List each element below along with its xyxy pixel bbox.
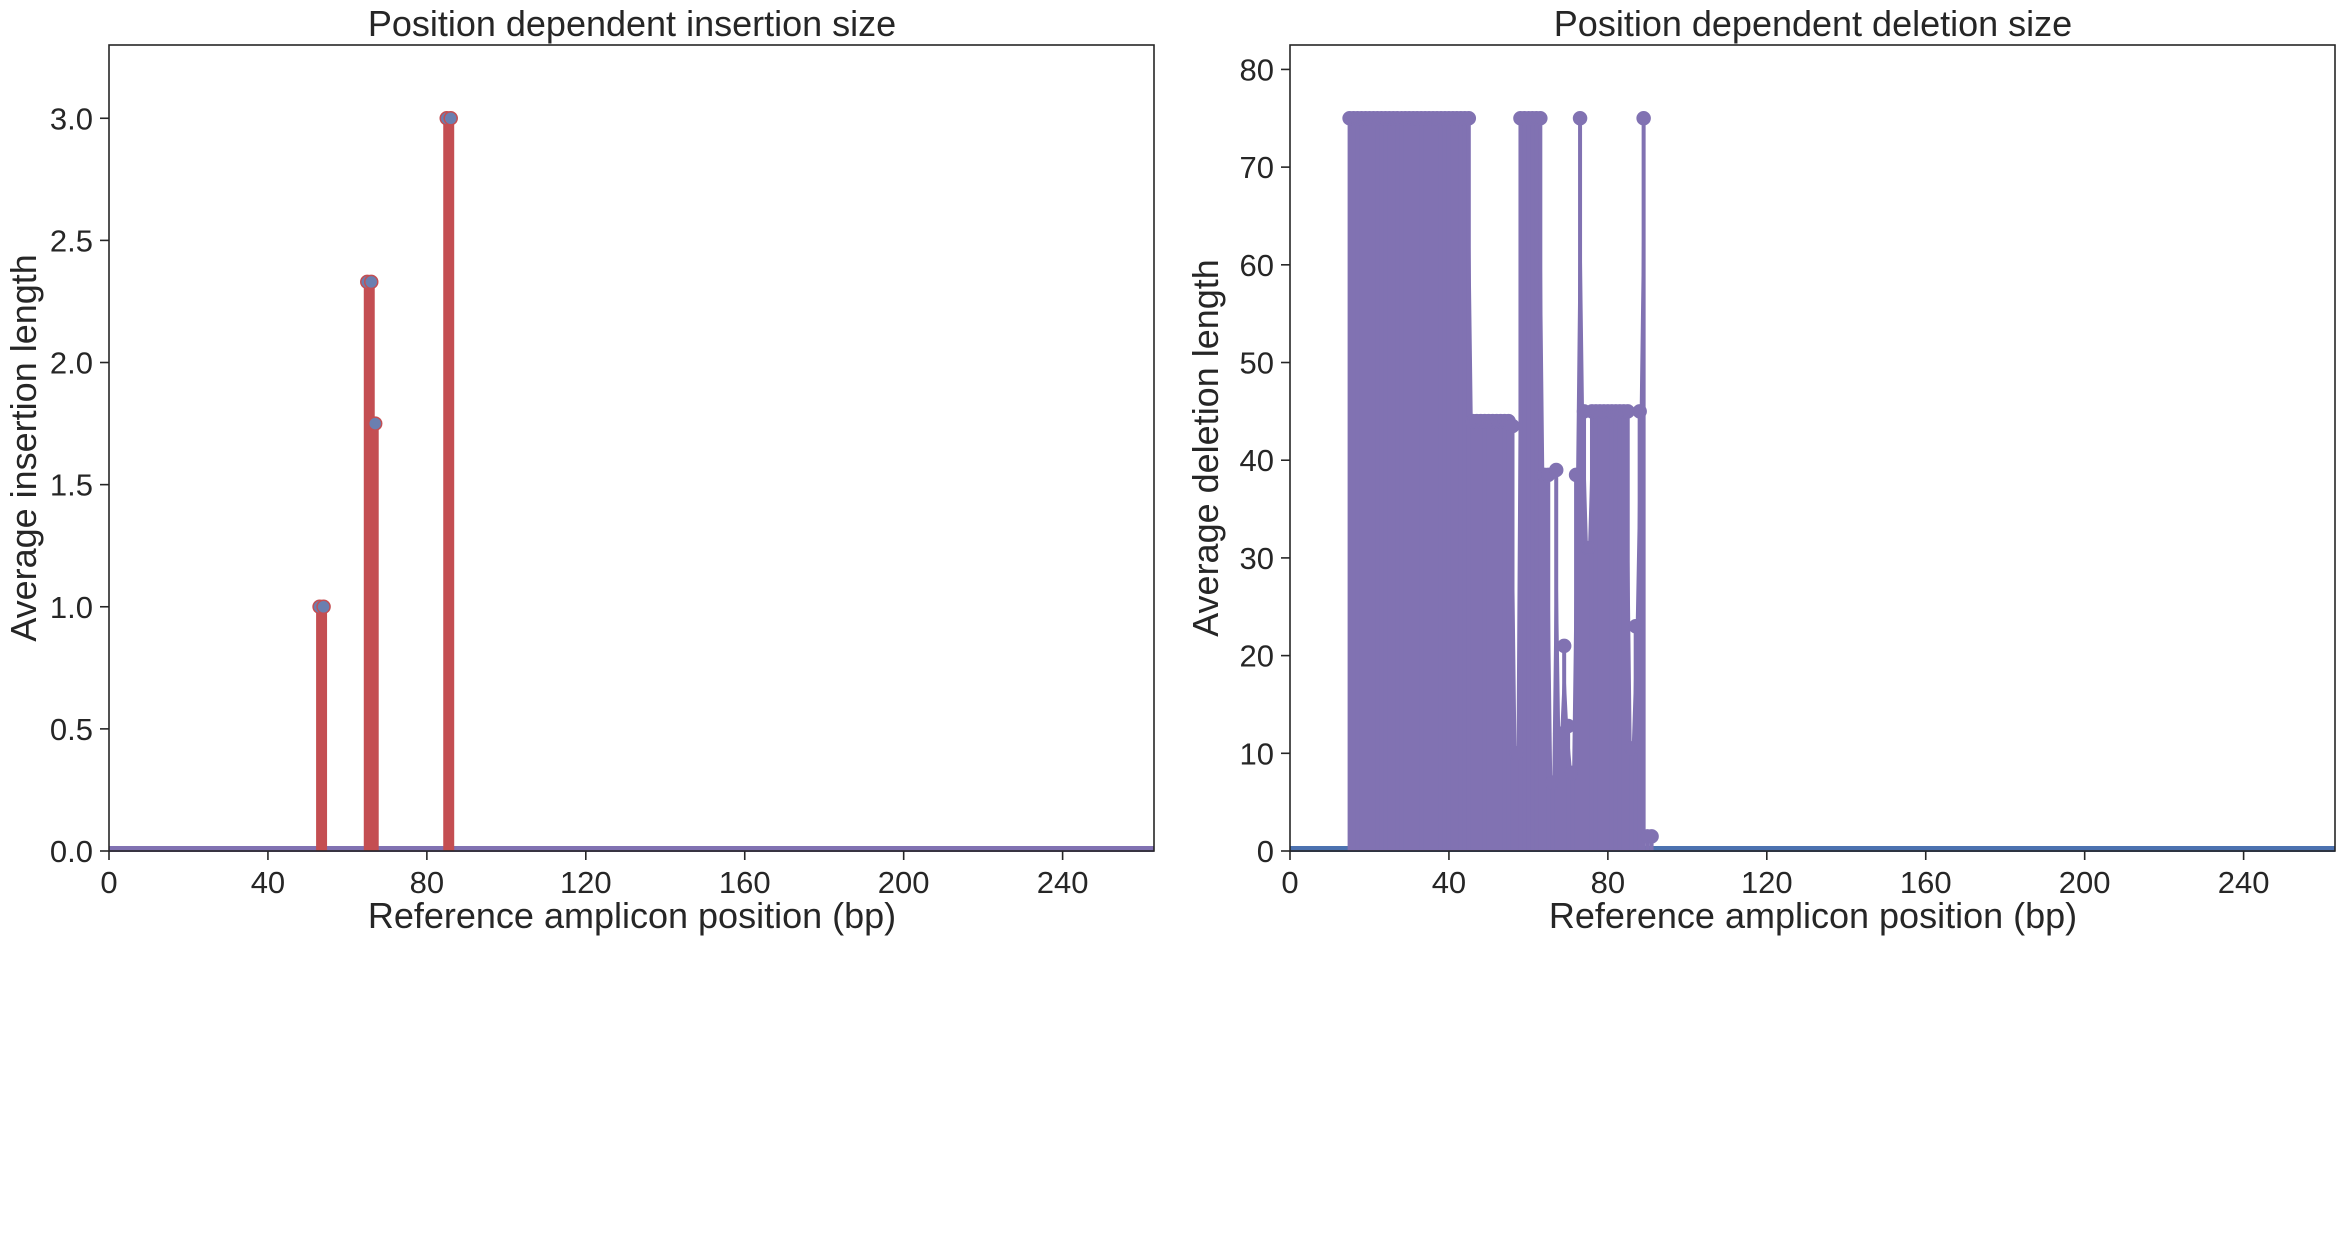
stem-marker — [443, 111, 458, 126]
stem-marker — [1632, 404, 1647, 419]
stem-marker — [1461, 111, 1477, 126]
y-tick-label: 3.0 — [50, 101, 93, 136]
x-tick-label: 240 — [1037, 865, 1089, 900]
stem-marker — [1560, 718, 1576, 734]
x-tick-label: 160 — [1900, 865, 1952, 900]
stem-marker — [1556, 638, 1572, 654]
x-tick-label: 0 — [1281, 865, 1298, 900]
stem-marker — [1580, 540, 1596, 556]
stem-marker — [1505, 418, 1520, 434]
plot-frame — [108, 44, 1155, 852]
stem-marker — [1628, 619, 1643, 634]
x-axis-label: Reference amplicon position (bp) — [368, 895, 896, 936]
y-tick-label: 80 — [1240, 52, 1274, 87]
y-tick-label: 30 — [1240, 541, 1274, 576]
stem-marker — [1548, 462, 1564, 478]
stem-marker — [1620, 404, 1635, 419]
stem-marker — [1564, 765, 1580, 781]
y-tick-label: 10 — [1240, 736, 1274, 771]
x-tick-label: 40 — [251, 865, 285, 900]
y-axis-ticks: 0 10 20 30 40 50 60 70 80 — [1240, 52, 1290, 869]
stem-marker — [1533, 111, 1548, 126]
deletion-stems — [1290, 111, 2335, 852]
x-tick-label: 240 — [2218, 865, 2270, 900]
y-tick-label: 60 — [1240, 248, 1274, 283]
stem-marker — [316, 599, 331, 615]
y-axis-label: Average deletion length — [1185, 259, 1226, 637]
y-axis-ticks: 0.0 0.5 1.0 1.5 2.0 2.5 3.0 — [50, 101, 109, 869]
stem-marker — [1644, 829, 1659, 844]
x-tick-label: 200 — [2059, 865, 2111, 900]
stem-marker — [1544, 775, 1560, 790]
x-axis-ticks: 0 40 80 120 160 200 240 — [1281, 851, 2269, 900]
plot-frame — [1289, 44, 2336, 852]
stem-marker — [1509, 746, 1524, 761]
x-tick-label: 120 — [1741, 865, 1793, 900]
x-tick-label: 80 — [410, 865, 444, 900]
insertion-size-chart: Position dependent insertion size 0 40 80 1… — [3, 3, 1155, 936]
y-tick-label: 50 — [1240, 346, 1274, 381]
x-axis-ticks: 0 40 80 120 160 200 240 — [100, 851, 1088, 900]
y-tick-label: 40 — [1240, 443, 1274, 478]
y-tick-label: 20 — [1240, 639, 1274, 674]
chart-title: Position dependent insertion size — [368, 3, 896, 44]
deletion-size-chart: Position dependent deletion size 0 40 80 12… — [1185, 3, 2336, 936]
y-tick-label: 1.0 — [50, 590, 93, 625]
stem-marker — [367, 416, 383, 431]
y-tick-label: 2.0 — [50, 346, 93, 381]
stem-marker — [363, 274, 379, 290]
stem-marker — [1568, 467, 1584, 483]
x-tick-label: 80 — [1591, 865, 1625, 900]
y-tick-label: 1.5 — [50, 468, 93, 503]
stem-marker — [1624, 741, 1639, 756]
x-tick-label: 0 — [100, 865, 117, 900]
y-axis-label: Average insertion length — [3, 254, 44, 642]
x-tick-label: 160 — [719, 865, 771, 900]
y-tick-label: 0.0 — [50, 834, 93, 869]
y-tick-label: 70 — [1240, 150, 1274, 185]
stem-marker — [1636, 111, 1651, 126]
x-tick-label: 40 — [1432, 865, 1466, 900]
x-tick-label: 200 — [878, 865, 930, 900]
insertion-stems — [109, 111, 1154, 852]
chart-title: Position dependent deletion size — [1554, 3, 2072, 44]
x-axis-label: Reference amplicon position (bp) — [1549, 895, 2077, 936]
stem-marker — [1572, 111, 1588, 126]
y-tick-label: 2.5 — [50, 223, 93, 258]
x-tick-label: 120 — [560, 865, 612, 900]
y-tick-label: 0 — [1257, 834, 1274, 869]
y-tick-label: 0.5 — [50, 712, 93, 747]
